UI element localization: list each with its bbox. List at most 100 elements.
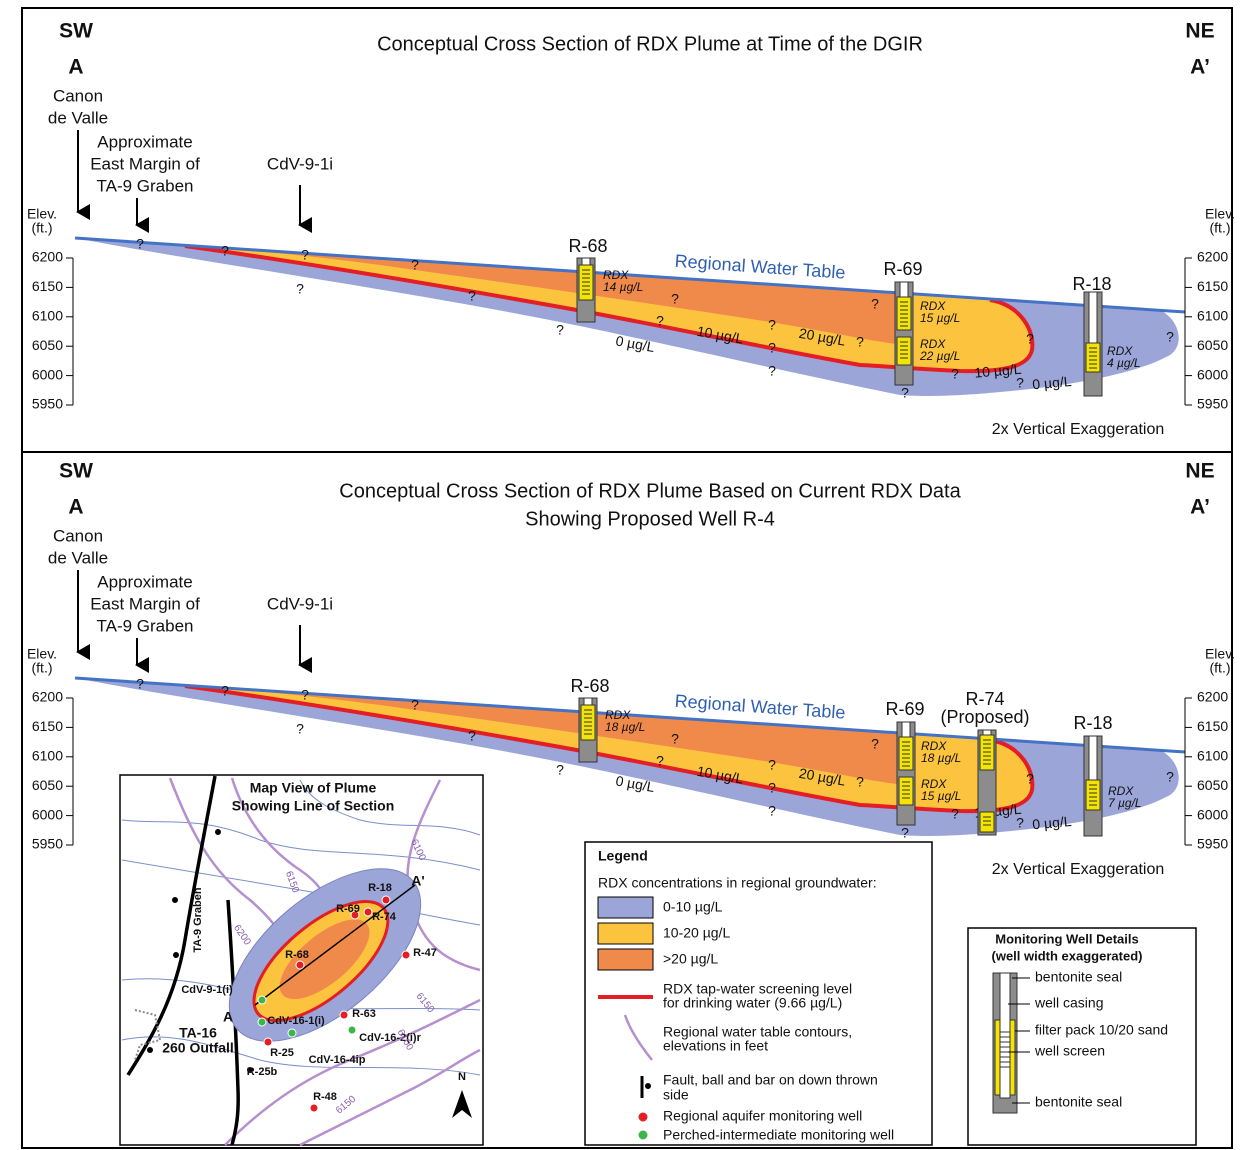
tick-label: 5950 <box>1197 836 1228 852</box>
well-riser <box>584 698 592 705</box>
map-label: A <box>223 1009 233 1025</box>
well-riser <box>902 722 910 737</box>
uncertainty-mark: ? <box>1016 815 1024 831</box>
tick-label: 6150 <box>1197 278 1228 294</box>
tick-label: 6150 <box>32 278 63 294</box>
tick-label: 6200 <box>1197 689 1228 705</box>
arrow-label: East Margin of <box>90 594 200 613</box>
exaggeration-note: 2x Vertical Exaggeration <box>992 421 1165 438</box>
arrow-label: Approximate <box>97 132 192 151</box>
uncertainty-mark: ? <box>656 753 664 769</box>
legend-swatch <box>598 923 653 944</box>
uncertainty-mark: ? <box>136 676 144 692</box>
legend-label: for drinking water (9.66 µg/L) <box>663 995 842 1011</box>
tick-label: 6000 <box>32 366 63 382</box>
uncertainty-mark: ? <box>871 296 879 312</box>
uncertainty-mark: ? <box>768 780 776 796</box>
uncertainty-mark: ? <box>296 721 304 737</box>
uncertainty-mark: ? <box>768 340 776 356</box>
map-label: R-25b <box>247 1066 278 1078</box>
legend-label: 10-20 µg/L <box>663 925 730 941</box>
uncertainty-mark: ? <box>411 697 419 713</box>
direction-label: NE <box>1185 460 1214 483</box>
legend-swatch <box>598 949 653 970</box>
water-table-label: Regional Water Table <box>674 251 846 283</box>
uncertainty-mark: ? <box>1026 771 1034 787</box>
uncertainty-mark: ? <box>411 257 419 273</box>
tick-label: 6100 <box>32 748 63 764</box>
uncertainty-mark: ? <box>556 762 564 778</box>
filter-pack <box>980 812 994 832</box>
elevation-label: (ft.) <box>1210 220 1231 236</box>
detail-casing <box>1000 973 1010 1098</box>
well-name: R-69 <box>883 259 922 279</box>
uncertainty-mark: ? <box>221 683 229 699</box>
uncertainty-mark: ? <box>901 825 909 841</box>
uncertainty-mark: ? <box>768 317 776 333</box>
tick-label: 6050 <box>1197 337 1228 353</box>
uncertainty-mark: ? <box>768 803 776 819</box>
map-title: Map View of Plume <box>250 780 377 796</box>
panel-title: Showing Proposed Well R-4 <box>525 508 775 530</box>
map-label: 260 Outfall <box>162 1040 234 1056</box>
sample-concentration: 15 µg/L <box>921 789 961 803</box>
panel-title: Conceptual Cross Section of RDX Plume at… <box>377 33 923 55</box>
uncertainty-mark: ? <box>301 247 309 263</box>
legend-label: side <box>663 1087 689 1103</box>
uncertainty-mark: ? <box>856 774 864 790</box>
uncertainty-mark: ? <box>221 243 229 259</box>
uncertainty-mark: ? <box>1166 769 1174 785</box>
section-point: A <box>68 496 83 519</box>
legend-label: Perched-intermediate monitoring well <box>663 1127 894 1143</box>
arrow-label: CdV-9-1i <box>267 154 333 173</box>
well-name: R-68 <box>568 236 607 256</box>
arrow-label: de Valle <box>48 548 108 567</box>
uncertainty-mark: ? <box>136 236 144 252</box>
sample-concentration: 18 µg/L <box>605 720 645 734</box>
tick-label: 5950 <box>32 396 63 412</box>
map-label: R-47 <box>413 947 437 959</box>
map-label: CdV-16-4ip <box>309 1054 366 1066</box>
tick-label: 6100 <box>1197 308 1228 324</box>
uncertainty-mark: ? <box>556 322 564 338</box>
uncertainty-mark: ? <box>951 366 959 382</box>
section-point: A <box>68 56 83 79</box>
sample-concentration: 7 µg/L <box>1108 796 1142 810</box>
sample-concentration: 4 µg/L <box>1107 356 1141 370</box>
uncertainty-mark: ? <box>1016 375 1024 391</box>
tick-label: 6000 <box>1197 366 1228 382</box>
tick-label: 6200 <box>32 249 63 265</box>
uncertainty-mark: ? <box>671 291 679 307</box>
well-riser <box>1089 736 1097 780</box>
tick-label: 6000 <box>32 806 63 822</box>
tick-label: 6200 <box>32 689 63 705</box>
uncertainty-mark: ? <box>1166 329 1174 345</box>
map-label: TA-9 Graben <box>192 887 204 952</box>
tick-label: 6100 <box>1197 748 1228 764</box>
arrow-label: de Valle <box>48 108 108 127</box>
legend-regional-well <box>638 1112 648 1122</box>
elevation-label: (ft.) <box>32 220 53 236</box>
arrow-label: Approximate <box>97 572 192 591</box>
map-label: TA-16 <box>179 1025 217 1041</box>
tick-label: 6050 <box>32 777 63 793</box>
legend-perched-well <box>638 1130 648 1140</box>
section-point: A’ <box>1190 56 1210 79</box>
uncertainty-mark: ? <box>951 806 959 822</box>
contour-label: 0 µg/L <box>1032 373 1073 392</box>
map-label: R-25 <box>270 1047 294 1059</box>
well-riser <box>582 258 590 265</box>
tick-label: 6200 <box>1197 249 1228 265</box>
well-part-label: bentonite seal <box>1035 1094 1122 1110</box>
map-label: CdV-9-1(i) <box>181 984 233 996</box>
uncertainty-mark: ? <box>468 288 476 304</box>
map-label: R-69 <box>336 903 360 915</box>
well-riser <box>1089 292 1097 343</box>
arrow-label: East Margin of <box>90 154 200 173</box>
tick-label: 6150 <box>1197 718 1228 734</box>
well-part-label: filter pack 10/20 sand <box>1035 1022 1168 1038</box>
figure: Conceptual Cross Section of RDX Plume at… <box>0 0 1254 1150</box>
legend-title: Legend <box>598 848 648 864</box>
sample-concentration: 15 µg/L <box>920 311 960 325</box>
sample-concentration: 14 µg/L <box>603 280 643 294</box>
